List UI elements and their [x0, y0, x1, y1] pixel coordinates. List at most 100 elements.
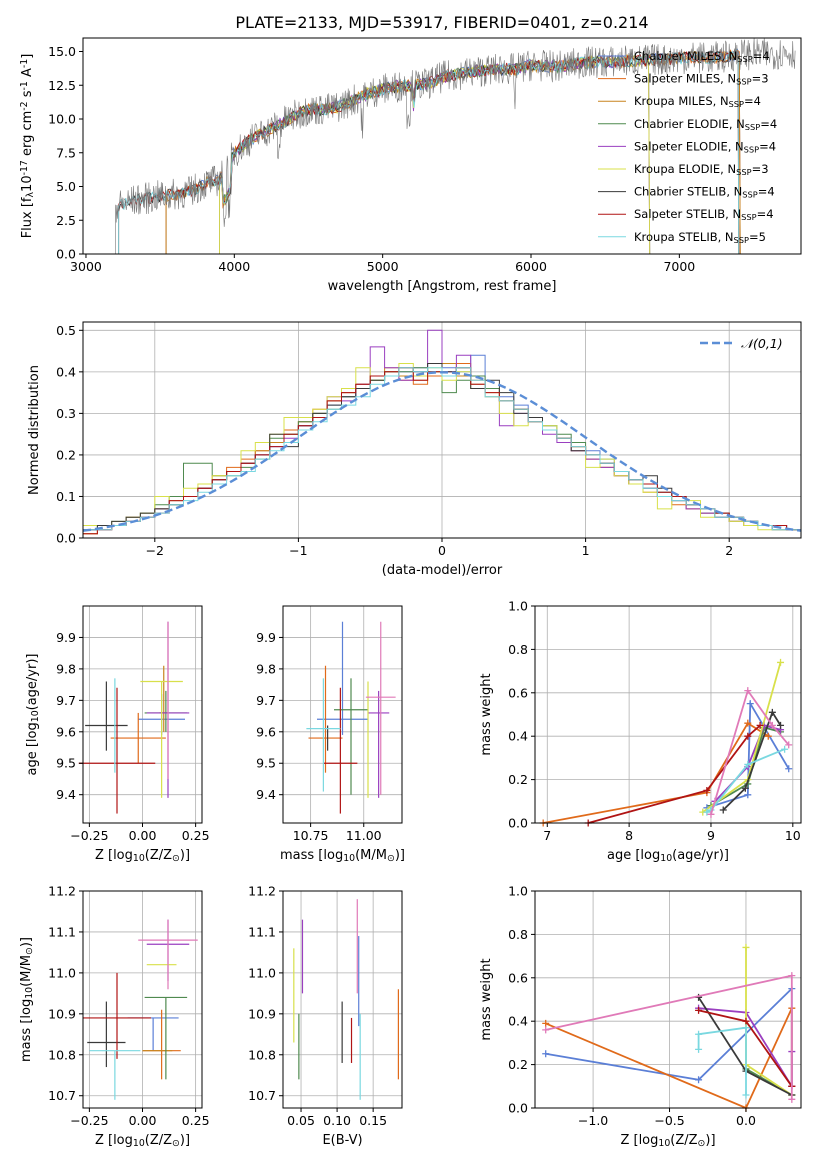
y-tick-label: 0.4	[508, 729, 528, 744]
x-tick-label: 10.75	[293, 828, 329, 843]
y-tick-label: 0.2	[56, 447, 76, 462]
weight-marker	[742, 1024, 750, 1032]
mass-vs-ebv-chart: 0.05 0.10 0.15 10.7 10.8 10.9 11.0 11.1 11.2 E(B-…	[248, 884, 403, 1148]
weight-marker	[542, 1050, 550, 1058]
x-tick-label: 5000	[367, 259, 399, 274]
y-tick-label: 10.7	[48, 1088, 76, 1103]
y-tick-label: 10.7	[248, 1088, 276, 1103]
y-tick-label: 0.2	[508, 772, 528, 787]
x-tick-label: −1	[289, 543, 307, 558]
spectrum-observed-line	[115, 38, 796, 254]
y-tick-label: 9.7	[256, 693, 276, 708]
x-tick-label: −0.5	[654, 1113, 684, 1128]
x-axis-label: Z [log10(Z/Z⊙)]	[95, 848, 190, 864]
weight-marker	[703, 808, 711, 816]
x-tick-label: 6000	[515, 259, 547, 274]
weight-series-line	[706, 748, 785, 813]
age-vs-metallicity-chart: −0.25 0.00 0.25 9.4 9.5 9.6 9.7 9.8 9.9 Z [log10(…	[25, 605, 210, 864]
weight-marker	[542, 1019, 550, 1027]
legend-entry: Chabrier STELIB, NSSP=4	[634, 185, 775, 200]
weight-marker	[744, 732, 752, 740]
x-tick-label: −0.25	[70, 828, 108, 843]
legend-entry: Salpeter ELODIE, NSSP=4	[634, 139, 776, 154]
legend-entry: Kroupa ELODIE, NSSP=3	[634, 162, 769, 177]
legend-entry: Chabrier MILES, NSSP=4	[634, 49, 770, 64]
weight-marker	[756, 721, 764, 729]
y-tick-label: 11.0	[48, 965, 76, 980]
y-axis-label: Normed distribution	[27, 365, 42, 495]
weight-marker	[542, 1026, 550, 1034]
weight-marker	[781, 745, 789, 753]
y-tick-label: 0.8	[508, 927, 528, 942]
x-axis-label: E(B-V)	[322, 1133, 362, 1148]
axes-frame	[82, 37, 802, 255]
weight-marker	[785, 741, 793, 749]
residuals-histogram: −2 −1 0 1 2 0.0 0.1 0.2 0.3 0.4 0.5 (data-model)/er…	[27, 321, 802, 578]
legend-entry: Salpeter STELIB, NSSP=4	[634, 207, 774, 222]
y-tick-label: 0.6	[508, 685, 528, 700]
mass-vs-metallicity-chart: −0.25 0.00 0.25 10.7 10.8 10.9 11.0 11.1 11.2 Z […	[19, 884, 210, 1150]
axes-frame	[282, 890, 403, 1109]
y-tick-label: 9.5	[256, 756, 276, 771]
y-tick-label: 9.8	[56, 661, 76, 676]
x-tick-label: 0	[438, 543, 446, 558]
y-tick-label: 7.5	[56, 145, 76, 160]
y-tick-label: 10.8	[248, 1047, 276, 1062]
weight-marker	[744, 687, 752, 695]
x-axis-label: wavelength [Angstrom, rest frame]	[328, 279, 557, 294]
y-axis-label: mass weight	[479, 673, 494, 755]
x-tick-label: −0.25	[70, 1113, 108, 1128]
y-tick-label: 11.2	[48, 884, 76, 899]
y-tick-label: 11.0	[248, 965, 276, 980]
weight-marker	[764, 732, 772, 740]
x-axis-label: Z [log10(Z/Z⊙)]	[620, 1133, 715, 1149]
weight-marker	[777, 658, 785, 666]
x-tick-label: 0.05	[287, 1113, 315, 1128]
histogram-series	[82, 367, 801, 538]
x-tick-label: 2	[725, 543, 733, 558]
weight-marker	[703, 786, 711, 794]
age-vs-mass-chart: 10.75 11.00 9.4 9.5 9.6 9.7 9.8 9.9 mass [log10(…	[256, 605, 405, 864]
y-tick-label: 9.4	[256, 787, 276, 802]
y-tick-label: 0.1	[56, 489, 76, 504]
y-tick-label: 0.3	[56, 406, 76, 421]
axes-frame	[534, 890, 802, 1109]
legend-entry: 𝒩(0,1)	[741, 336, 783, 351]
y-tick-label: 9.5	[56, 756, 76, 771]
legend-entry: Salpeter MILES, NSSP=3	[634, 72, 769, 87]
y-tick-label: 0.0	[508, 1101, 528, 1116]
x-tick-label: 3000	[70, 259, 102, 274]
weight-marker	[742, 1017, 750, 1025]
y-tick-label: 10.9	[48, 1006, 76, 1021]
y-axis-label: mass weight	[479, 958, 494, 1040]
x-tick-label: 0.25	[182, 1113, 210, 1128]
weight-marker	[744, 791, 752, 799]
y-tick-label: 0.6	[508, 970, 528, 985]
weight-marker	[788, 972, 796, 980]
x-tick-label: 7000	[663, 259, 695, 274]
y-tick-label: 10.0	[48, 112, 76, 127]
weight-marker	[742, 1091, 750, 1099]
weight-marker	[744, 760, 752, 768]
weight-series-line	[710, 688, 790, 815]
weight-series-line	[587, 724, 761, 824]
y-tick-label: 9.9	[256, 630, 276, 645]
x-tick-label: 0.00	[129, 828, 157, 843]
weights-vs-metallicity-chart: −1.0 −0.5 0.0 0.0 0.2 0.4 0.6 0.8 1.0 Z [log10(Z/…	[479, 884, 802, 1149]
x-tick-label: 1	[582, 543, 590, 558]
y-tick-label: 0.5	[56, 323, 76, 338]
y-tick-label: 9.6	[56, 724, 76, 739]
figure-title: PLATE=2133, MJD=53917, FIBERID=0401, z=0…	[235, 13, 648, 32]
x-tick-label: 0.15	[359, 1113, 387, 1128]
y-axis-label: age [log10(age/yr)]	[25, 654, 41, 776]
y-tick-label: 12.5	[48, 78, 76, 93]
y-tick-label: 9.7	[56, 693, 76, 708]
weight-marker	[695, 1045, 703, 1053]
y-tick-label: 1.0	[508, 884, 528, 899]
y-tick-label: 2.5	[56, 213, 76, 228]
y-tick-label: 10.8	[48, 1047, 76, 1062]
y-tick-label: 15.0	[48, 44, 76, 59]
weight-marker	[768, 708, 776, 716]
y-tick-label: 0.4	[56, 364, 76, 379]
